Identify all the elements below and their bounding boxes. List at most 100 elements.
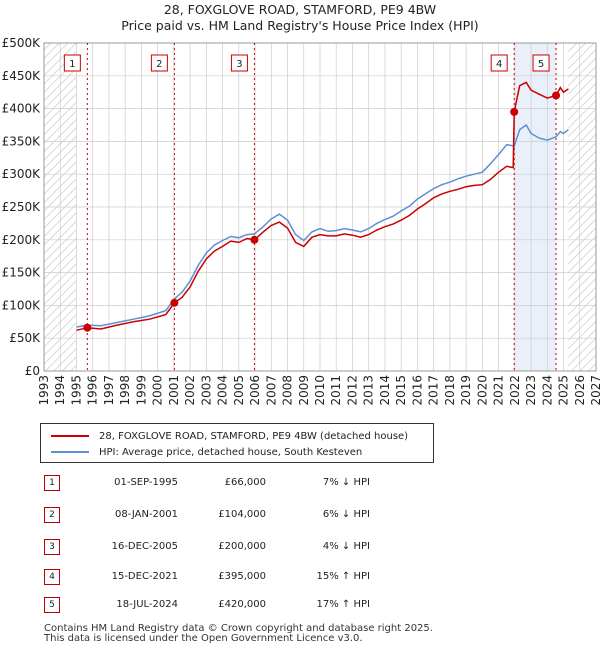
x-tick-label: 2012	[345, 375, 359, 406]
sale-hpi-diff: 7% ↓ HPI	[322, 477, 370, 488]
sale-row: 3 16-DEC-2005 £200,000 4% ↓ HPI	[0, 539, 600, 557]
x-tick-label: 2003	[199, 375, 213, 406]
sale-price: £395,000	[218, 571, 266, 582]
sale-label-number: 5	[538, 59, 544, 70]
sale-label-box	[490, 54, 508, 72]
sale-label-number: 2	[156, 59, 162, 70]
sale-label-box	[230, 54, 248, 72]
sale-number-badge: 4	[44, 569, 60, 585]
y-tick-label: £250K	[2, 200, 42, 214]
x-tick-label: 2017	[427, 375, 441, 406]
hpi-series-line	[76, 123, 569, 328]
sale-label-box	[63, 54, 81, 72]
x-tick-label: 1993	[37, 375, 51, 406]
sale-row: 1 01-SEP-1995 £66,000 7% ↓ HPI	[0, 475, 600, 493]
sale-point	[250, 235, 259, 244]
price-chart: £0 £50K £100K £150K £200K £250K £300K £350K £400…	[2, 36, 600, 406]
sale-row: 4 15-DEC-2021 £395,000 15% ↑ HPI	[0, 569, 600, 587]
x-tick-label: 2010	[313, 375, 327, 406]
sale-point	[83, 323, 92, 332]
x-tick-label: 2015	[394, 375, 408, 406]
sale-date: 16-DEC-2005	[111, 541, 178, 552]
sale-hpi-diff: 15% ↑ HPI	[316, 571, 370, 582]
sale-date: 18-JUL-2024	[116, 599, 178, 610]
x-tick-label: 2008	[281, 375, 295, 406]
x-tick-label: 2002	[183, 375, 197, 406]
sale-price: £420,000	[218, 599, 266, 610]
sale-hpi-diff: 6% ↓ HPI	[322, 509, 370, 520]
sale-hpi-diff: 4% ↓ HPI	[322, 541, 370, 552]
sale-hpi-diff: 17% ↑ HPI	[316, 599, 370, 610]
x-tick-label: 1998	[118, 375, 132, 406]
x-tick-label: 2007	[264, 375, 278, 406]
x-tick-label: 2019	[459, 375, 473, 406]
x-tick-label: 2013	[362, 375, 376, 406]
x-tick-label: 2000	[151, 375, 165, 406]
sale-number-badge: 1	[44, 475, 60, 491]
sale-date: 08-JAN-2001	[114, 509, 178, 520]
sale-point	[510, 107, 519, 116]
sale-label-box	[150, 54, 168, 72]
x-tick-label: 2011	[329, 375, 343, 406]
legend-label-property: 28, FOXGLOVE ROAD, STAMFORD, PE9 4BW (de…	[99, 430, 409, 442]
x-tick-label: 2001	[167, 375, 181, 406]
y-tick-label: £0	[25, 364, 40, 378]
x-tick-label: 2004	[216, 375, 230, 406]
y-tick-label: £450K	[2, 69, 42, 83]
sale-price: £104,000	[218, 509, 266, 520]
x-tick-label: 2027	[589, 375, 600, 406]
x-tick-label: 1999	[134, 375, 148, 406]
y-tick-label: £400K	[2, 102, 42, 116]
y-tick-label: £200K	[2, 233, 42, 247]
x-tick-label: 2021	[492, 375, 506, 406]
footer-copyright: Contains HM Land Registry data © Crown c…	[44, 623, 433, 634]
y-tick-label: £300K	[2, 167, 42, 181]
x-tick-label: 2025	[557, 375, 571, 406]
legend-swatch-property	[51, 435, 89, 437]
sale-row: 5 18-JUL-2024 £420,000 17% ↑ HPI	[0, 597, 600, 615]
legend-item-property: 28, FOXGLOVE ROAD, STAMFORD, PE9 4BW (de…	[51, 429, 408, 443]
x-tick-label: 1995	[69, 375, 83, 406]
y-tick-label: £100K	[2, 298, 42, 312]
sale-price: £200,000	[218, 541, 266, 552]
x-tick-label: 2009	[297, 375, 311, 406]
x-tick-label: 2005	[232, 375, 246, 406]
sale-label-number: 1	[69, 59, 75, 70]
chart-legend: 28, FOXGLOVE ROAD, STAMFORD, PE9 4BW (de…	[40, 423, 434, 463]
footer-attribution: Contains HM Land Registry data © Crown c…	[44, 624, 433, 644]
sale-date: 15-DEC-2021	[111, 571, 178, 582]
sale-point	[170, 298, 179, 307]
property-series-line	[76, 81, 569, 332]
x-tick-label: 1994	[53, 375, 67, 406]
x-tick-label: 2014	[378, 375, 392, 406]
legend-item-hpi: HPI: Average price, detached house, Sout…	[51, 445, 362, 459]
y-tick-label: £500K	[2, 36, 42, 50]
sale-point	[552, 91, 561, 100]
sale-price: £66,000	[224, 477, 266, 488]
x-tick-label: 2016	[410, 375, 424, 406]
legend-swatch-hpi	[51, 451, 89, 453]
x-tick-label: 2022	[508, 375, 522, 406]
chart-title: 28, FOXGLOVE ROAD, STAMFORD, PE9 4BW	[163, 2, 437, 17]
x-tick-label: 2020	[475, 375, 489, 406]
x-tick-label: 1997	[102, 375, 116, 406]
x-tick-label: 1996	[86, 375, 100, 406]
y-tick-label: £50K	[9, 331, 41, 345]
x-tick-label: 2023	[524, 375, 538, 406]
plot-border	[43, 42, 597, 372]
sale-label-number: 4	[496, 59, 502, 70]
sale-number-badge: 2	[44, 507, 60, 523]
x-tick-label: 2026	[573, 375, 587, 406]
footer-license: This data is licensed under the Open Gov…	[44, 633, 363, 644]
y-tick-label: £350K	[2, 134, 42, 148]
sale-date: 01-SEP-1995	[114, 477, 178, 488]
x-tick-label: 2018	[443, 375, 457, 406]
x-tick-label: 2024	[540, 375, 554, 406]
sale-label-box	[532, 54, 550, 72]
sale-number-badge: 3	[44, 539, 60, 555]
sale-number-badge: 5	[44, 597, 60, 613]
sale-row: 2 08-JAN-2001 £104,000 6% ↓ HPI	[0, 507, 600, 525]
x-tick-label: 2006	[248, 375, 262, 406]
sale-label-number: 3	[236, 59, 242, 70]
legend-label-hpi: HPI: Average price, detached house, Sout…	[99, 446, 363, 458]
